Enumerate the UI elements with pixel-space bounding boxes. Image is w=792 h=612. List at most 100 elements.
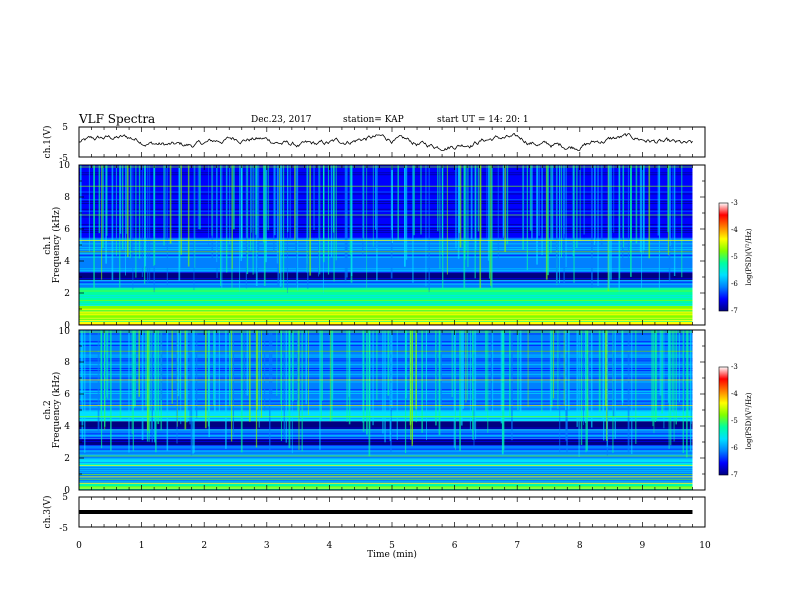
spectrogram-impulse — [630, 165, 632, 243]
spectrogram-impulse — [608, 165, 611, 289]
ch3-ytick-top: 5 — [62, 493, 68, 503]
spectrogram-impulse — [485, 330, 487, 412]
spectrogram-impulse — [346, 330, 348, 422]
spectrogram-impulse — [208, 330, 211, 438]
spectrogram-impulse — [391, 165, 393, 230]
ch2-ytick-6: 6 — [64, 390, 70, 400]
spectrogram-texture-line — [79, 297, 693, 299]
spectrogram-impulse — [404, 165, 406, 267]
spectrogram-impulse — [141, 165, 143, 278]
spectrogram-tone-line — [79, 240, 693, 241]
spectrogram-impulse — [559, 330, 561, 455]
spectrogram-tone-line — [79, 350, 693, 352]
spectrogram-impulse — [319, 165, 321, 275]
ch3-waveform-ticks — [78, 497, 706, 527]
spectrogram-texture-line — [79, 183, 693, 185]
spectrogram-impulse — [681, 165, 683, 278]
spectrogram-texture-line — [79, 444, 693, 446]
spectrogram-impulse — [164, 165, 167, 239]
spectrogram-impulse — [100, 330, 103, 449]
spectrogram-impulse — [240, 165, 243, 258]
spectrogram-impulse — [262, 165, 265, 243]
spectrogram-impulse — [187, 165, 190, 267]
spectrogram-impulse — [177, 330, 180, 397]
spectrogram-impulse — [332, 165, 335, 233]
spectrogram-impulse — [330, 330, 333, 421]
spectrogram-texture-line — [79, 450, 693, 452]
spectrogram-impulse — [672, 330, 674, 413]
spectrogram-impulse — [116, 165, 118, 241]
spectrogram-impulse — [595, 165, 597, 247]
spectrogram-impulse — [490, 165, 493, 292]
spectrogram-impulse — [232, 330, 235, 435]
spectrogram-texture-line — [79, 189, 693, 191]
spectrogram-impulse — [259, 330, 262, 397]
spectrogram-impulse — [387, 330, 390, 396]
spectrogram-impulse — [509, 330, 511, 418]
spectrogram-texture-line — [79, 283, 693, 285]
spectrogram-impulse — [425, 165, 427, 287]
spectrogram-impulse — [141, 330, 144, 441]
spectrogram-texture-line — [79, 316, 693, 318]
spectrogram-texture-line — [79, 233, 693, 235]
ch2-spectrogram-image — [79, 329, 693, 490]
spectrogram-impulse — [180, 330, 182, 425]
spectrogram-texture-line — [79, 454, 693, 456]
spectrogram-tone-line — [79, 486, 693, 487]
spectrogram-texture-line — [79, 458, 693, 460]
spectrogram-impulse — [171, 330, 173, 404]
spectrogram-impulse — [255, 165, 257, 235]
spectrogram-texture-line — [79, 231, 693, 233]
spectrogram-impulse — [138, 330, 140, 397]
spectrogram-texture-line — [79, 197, 693, 199]
spectrogram-texture-line — [79, 291, 693, 293]
spectrogram-impulse — [301, 330, 303, 452]
spectrogram-band — [79, 458, 693, 466]
ch2-colorbar-label: log(PSD)(V²/Hz) — [745, 392, 753, 449]
spectrogram-impulse — [437, 165, 439, 232]
spectrogram-impulse — [612, 330, 615, 417]
spectrogram-impulse — [627, 330, 630, 453]
spectrogram-impulse — [526, 165, 529, 271]
spectrogram-texture-line — [79, 287, 693, 289]
spectrogram-impulse — [384, 330, 386, 443]
spectrogram-impulse — [659, 330, 662, 396]
spectrogram-impulse — [563, 330, 565, 405]
spectrogram-impulse — [273, 165, 276, 236]
spectrogram-impulse — [411, 330, 413, 447]
spectrogram-strong-line — [79, 322, 693, 324]
ch1-spectrogram-ticks — [78, 164, 706, 326]
spectrogram-impulse — [335, 165, 337, 261]
spectrogram-impulse — [332, 330, 334, 400]
spectrogram-texture-line — [79, 205, 693, 206]
spectrogram-texture-line — [79, 489, 693, 490]
spectrogram-impulse — [277, 165, 280, 287]
spectrogram-impulse — [189, 330, 191, 425]
spectrogram-impulse — [329, 330, 331, 422]
spectrogram-impulse — [254, 165, 256, 274]
spectrogram-strong-line — [79, 487, 693, 489]
spectrogram-tone-line — [79, 379, 693, 381]
spectrogram-impulse — [610, 165, 612, 280]
spectrogram-texture-line — [79, 471, 693, 473]
spectrogram-impulse — [470, 165, 473, 240]
spectrogram-texture-line — [79, 304, 693, 306]
spectrogram-impulse — [273, 165, 275, 253]
spectrogram-impulse — [440, 330, 442, 408]
spectrogram-tone-line — [79, 313, 693, 315]
spectrogram-impulse — [572, 165, 574, 253]
spectrogram-impulse — [465, 165, 467, 251]
spectrogram-impulse — [166, 330, 169, 451]
ch2-spectrogram-panel: 0 2 4 6 8 10 ch.2 Frequency (kHz) — [43, 327, 706, 496]
spectrogram-impulse — [672, 165, 674, 249]
spectrogram-impulse — [464, 165, 466, 260]
spectrogram-impulse — [376, 165, 378, 249]
spectrogram-texture-line — [79, 277, 693, 279]
time-tick-label-6: 6 — [452, 541, 458, 551]
ch3-ytick-bottom: -5 — [59, 524, 68, 534]
ch2-ytick-0: 0 — [64, 486, 70, 496]
ch1-waveform-ticks — [78, 127, 706, 157]
spectrogram-strong-line — [79, 476, 693, 478]
spectrogram-impulse — [517, 330, 519, 411]
spectrogram-impulse — [479, 165, 482, 289]
